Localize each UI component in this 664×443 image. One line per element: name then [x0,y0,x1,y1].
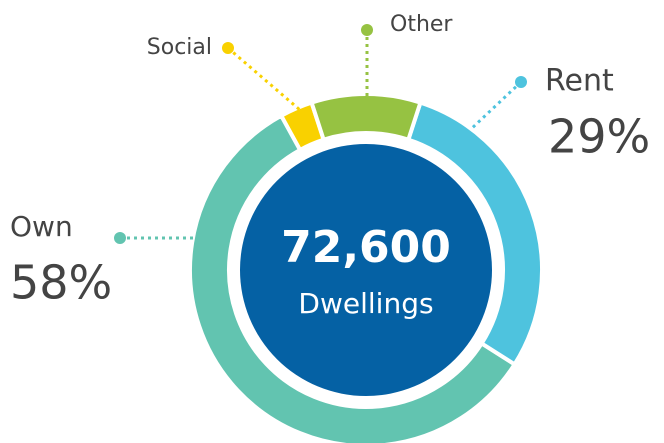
value-label: 58% [10,256,112,310]
center-label: 72,600 [281,222,451,273]
donut-segment [188,113,518,443]
leader-line [468,80,523,132]
center-circle [240,144,492,396]
leader-line [227,46,301,112]
center-caption: Dwellings [298,287,433,320]
leader-dot [515,76,527,88]
leader-dot [222,42,234,54]
leader-dot [361,24,373,36]
leader-dot [114,232,126,244]
category-label: Social [147,35,212,60]
labels: Other Rent 29% Own 58% Social [10,12,650,310]
category-label: Rent [545,64,614,99]
donut-segment [405,100,544,368]
donut-segment [309,92,423,143]
category-label: Own [10,210,73,243]
value-label: 29% [548,110,650,164]
category-label: Other [390,12,453,37]
